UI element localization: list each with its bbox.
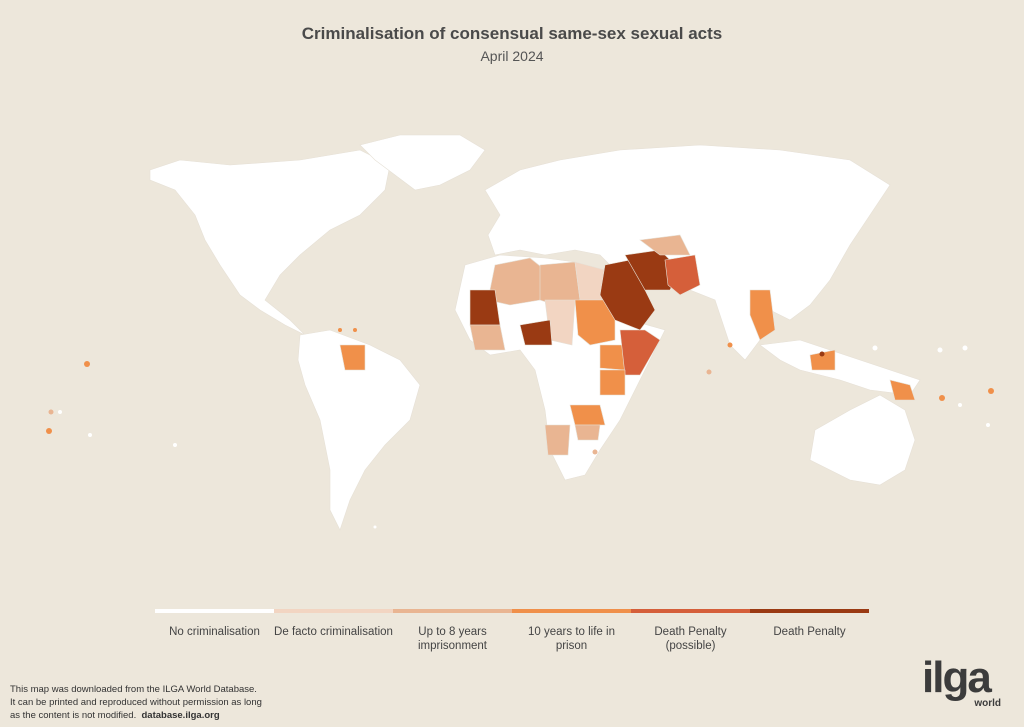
country-afghanistan-pakistan	[664, 254, 701, 296]
island-marker	[88, 433, 92, 437]
footer-note: This map was downloaded from the ILGA Wo…	[10, 683, 262, 722]
island-marker	[173, 443, 177, 447]
legend-item: Death Penalty	[750, 609, 869, 653]
island-marker	[706, 369, 712, 375]
country-myanmar	[749, 289, 776, 341]
map-title: Criminalisation of consensual same-sex s…	[301, 24, 723, 43]
logo-subtext: world	[974, 698, 1001, 709]
island-marker	[592, 449, 598, 455]
legend-label: No criminalisation	[169, 626, 260, 638]
country-tanzania	[599, 369, 626, 396]
island-marker	[986, 423, 990, 427]
legend-label: De facto criminalisation	[274, 626, 393, 638]
legend-swatch	[512, 609, 631, 613]
island-marker	[939, 395, 945, 401]
legend-item: De facto criminalisation	[274, 609, 393, 653]
legend-label: Death Penalty (possible)	[654, 626, 727, 652]
legend-swatch	[750, 609, 869, 613]
legend-item: 10 years to life in prison	[512, 609, 631, 653]
country-west-africa	[469, 324, 506, 351]
country-namibia	[544, 424, 571, 456]
country-zambia	[569, 404, 606, 426]
legend-item: No criminalisation	[155, 609, 274, 653]
country-mauritania	[469, 289, 501, 326]
legend-swatch	[631, 609, 750, 613]
island-marker	[58, 410, 62, 414]
country-nigeria	[519, 319, 553, 346]
island-marker	[819, 351, 825, 357]
database-link[interactable]: database.ilga.org	[141, 710, 220, 721]
island-marker	[84, 361, 90, 367]
island-marker	[962, 345, 968, 351]
country-papua-new-guinea	[889, 379, 916, 401]
legend-item: Up to 8 years imprisonment	[393, 609, 512, 653]
country-north-africa-west	[487, 257, 546, 306]
legend-swatch	[274, 609, 393, 613]
island-marker	[727, 342, 733, 348]
footer-line: It can be printed and reproduced without…	[10, 697, 262, 708]
island-marker	[48, 409, 54, 415]
island-marker	[373, 525, 377, 529]
country-guyana	[339, 344, 366, 371]
landmass-greenland	[359, 134, 486, 191]
legend: No criminalisation De facto criminalisat…	[155, 609, 869, 653]
country-somalia	[619, 329, 661, 376]
footer-line: as the content is not modified.	[10, 710, 137, 721]
world-map	[46, 134, 994, 531]
legend-item: Death Penalty (possible)	[631, 609, 750, 653]
country-zimbabwe	[574, 424, 601, 441]
landmass-south-america	[297, 329, 421, 531]
legend-label: Up to 8 years imprisonment	[417, 626, 488, 652]
island-marker	[872, 345, 878, 351]
country-central-asia	[639, 234, 691, 256]
legend-label: Death Penalty	[773, 626, 846, 638]
island-marker	[937, 347, 943, 353]
island-marker	[988, 388, 994, 394]
legend-swatch	[155, 609, 274, 613]
island-marker	[353, 328, 357, 332]
logo-text: ilga	[922, 653, 992, 702]
country-malaysia	[809, 349, 836, 371]
island-marker	[338, 328, 342, 332]
landmass-australia	[809, 394, 916, 486]
island-marker	[958, 403, 962, 407]
landmass-maritime-asia	[759, 339, 921, 396]
ilga-logo: ilga world	[922, 656, 1007, 711]
map-subtitle: April 2024	[480, 48, 544, 64]
legend-label: 10 years to life in prison	[528, 626, 615, 652]
legend-swatch	[393, 609, 512, 613]
footer-line: This map was downloaded from the ILGA Wo…	[10, 684, 257, 695]
landmass-north-america	[149, 149, 391, 336]
island-marker	[46, 428, 52, 434]
country-north-africa-central	[539, 261, 581, 306]
